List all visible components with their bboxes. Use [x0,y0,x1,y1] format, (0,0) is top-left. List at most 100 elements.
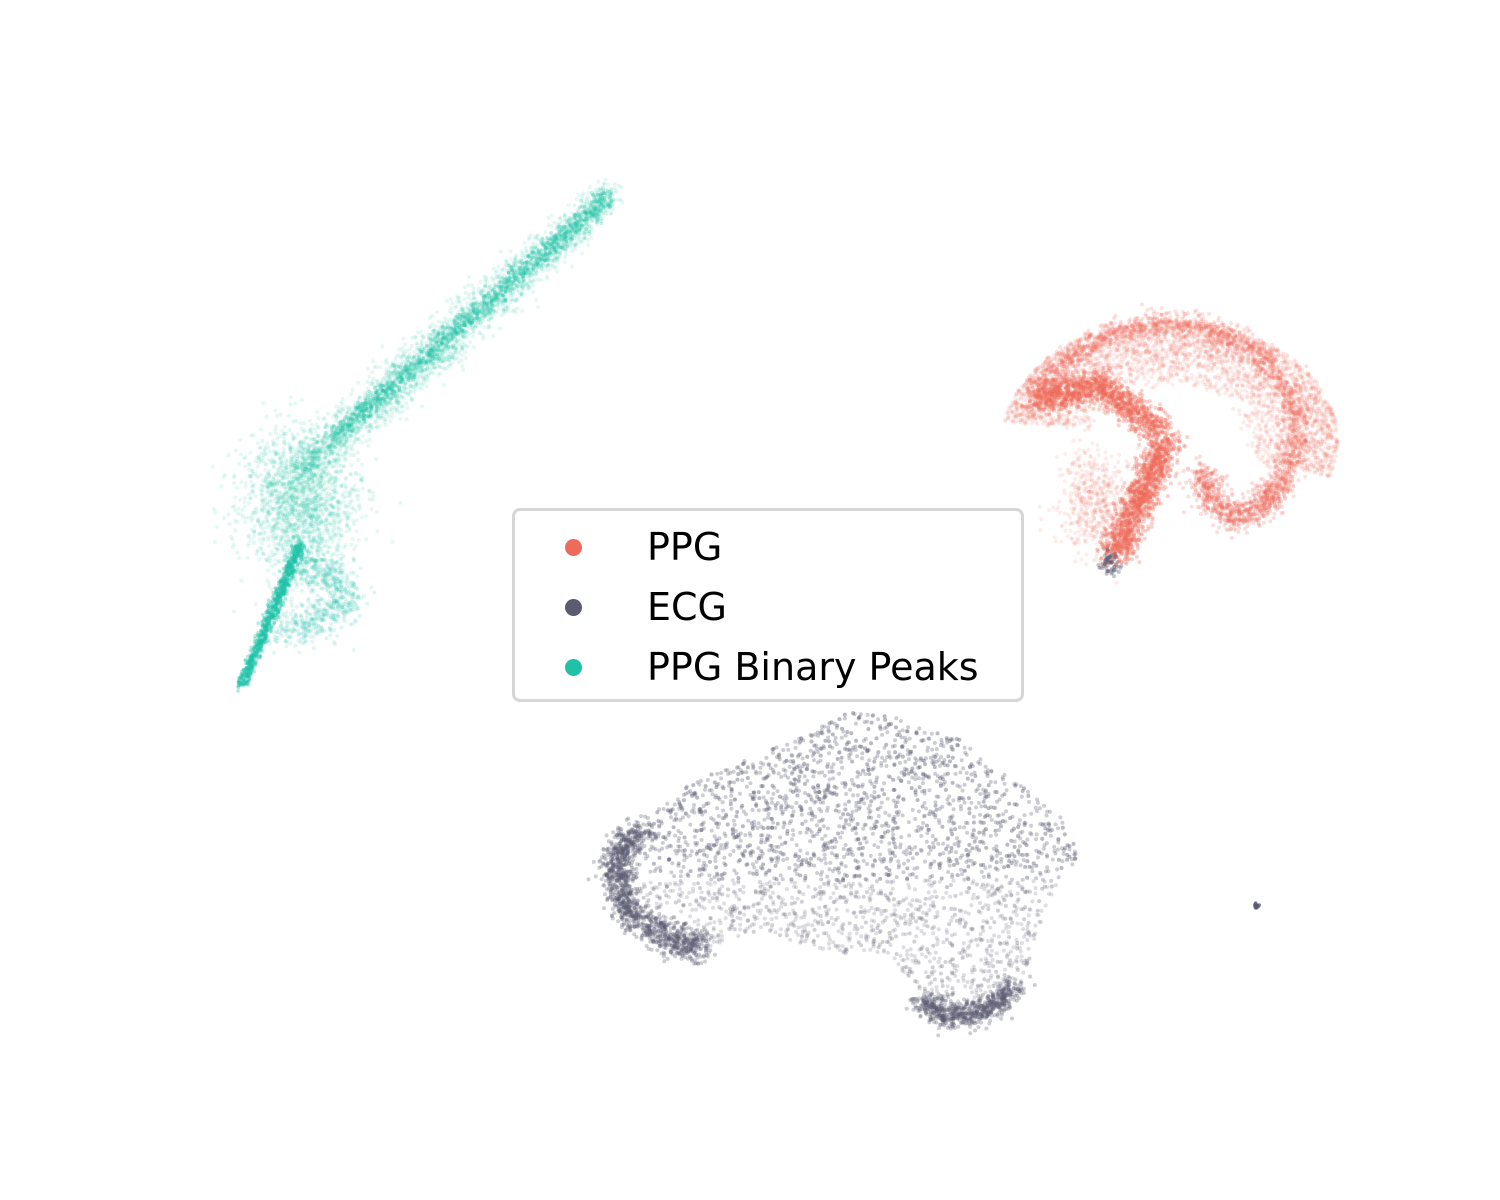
ppg-binary-peaks-point [371,359,376,364]
ppg-binary-peaks-point [468,311,473,315]
ppg-binary-peaks-point [513,257,517,261]
ppg-binary-peaks-point [471,329,476,333]
ppg-binary-peaks-point [432,344,436,349]
ppg-binary-peaks-point [307,462,311,467]
ppg-binary-peaks-point [259,541,264,546]
ppg-binary-peaks-point [488,311,493,315]
ppg-binary-peaks-point [388,383,393,388]
ppg-binary-peaks-point [373,385,377,390]
ppg-binary-peaks-point [302,535,307,540]
ppg-binary-peaks-point [483,314,488,319]
ppg-binary-peaks-point [308,453,313,458]
ppg-binary-peaks-point [238,498,243,502]
ppg-binary-peaks-point [549,246,554,251]
ppg-binary-peaks-point [237,556,242,560]
ppg-binary-peaks-point [532,273,537,278]
ppg-binary-peaks-point [453,318,457,323]
ppg-binary-peaks-point [232,609,236,614]
ppg-binary-peaks-point [271,534,276,539]
ppg-binary-peaks-point [494,284,498,289]
ppg-binary-peaks-point [489,305,493,309]
ppg-binary-peaks-point [344,440,349,444]
ppg-binary-peaks-point [482,284,487,289]
ppg-binary-peaks-point [549,237,553,242]
ppg-binary-peaks-point [333,436,338,441]
ppg-binary-peaks-point [349,542,354,547]
ppg-binary-peaks-point [532,245,537,250]
ppg-binary-peaks-point [274,414,279,419]
ppg-binary-peaks-point [514,296,519,301]
ppg-binary-peaks-point [362,418,367,423]
ppg-binary-peaks-point [452,321,457,326]
ppg-binary-peaks-point [527,237,531,242]
ppg-binary-peaks-point [431,371,436,376]
ppg-binary-peaks-point [424,343,429,348]
ppg-binary-peaks-point [330,529,335,534]
ppg-binary-peaks-point [507,271,511,275]
ppg-binary-peaks-point [451,345,455,350]
ppg-binary-peaks-point [565,244,569,249]
ppg-binary-peaks-point [598,196,602,201]
ppg-binary-peaks-point [559,225,564,230]
ppg-binary-peaks-point [330,430,335,435]
ppg-binary-peaks-point [521,271,526,276]
ppg-binary-peaks-point [307,454,311,459]
ppg-binary-peaks-point [480,318,485,323]
ppg-binary-peaks-point [295,432,300,437]
ppg-binary-peaks-point [584,210,589,215]
ppg-binary-peaks-point [212,507,216,512]
ppg-binary-peaks-point [460,329,464,334]
ppg-binary-peaks-point [467,292,472,297]
ppg-binary-peaks-point [374,457,379,462]
ppg-binary-peaks-point [375,398,380,403]
ppg-binary-peaks-point [409,343,414,348]
ppg-binary-peaks-point [595,211,600,216]
ppg-binary-peaks-point [558,254,563,259]
ppg-binary-peaks-point [425,332,430,337]
ppg-binary-peaks-point [365,416,370,421]
ppg-binary-peaks-point [532,255,537,260]
ppg-binary-peaks-point [288,402,293,407]
ppg-binary-peaks-point [508,249,513,254]
ppg-binary-peaks-point [368,409,373,414]
ppg-binary-peaks-point [389,407,394,412]
ppg-binary-peaks-point [595,213,599,218]
ppg-binary-peaks-point [505,294,510,299]
ppg-binary-peaks-point [396,400,400,404]
ppg-binary-peaks-point [377,411,382,416]
ppg-binary-peaks-point [536,252,540,257]
ppg-binary-peaks-point [572,221,577,226]
ppg-binary-peaks-point [546,257,550,262]
ppg-binary-peaks-point [409,370,414,375]
ppg-binary-peaks-point [364,514,369,518]
ppg-binary-peaks-point [541,239,546,244]
ppg-binary-peaks-point [449,325,453,330]
ppg-binary-peaks-point [316,416,321,421]
ppg-binary-peaks-point [275,442,279,447]
ppg-binary-peaks-point [534,298,539,302]
ppg-binary-peaks-point [349,420,354,425]
ppg-binary-peaks-point [568,221,572,226]
ppg-binary-peaks-point [393,357,398,362]
ppg-binary-peaks-point [364,404,369,409]
ppg-binary-peaks-point [506,278,510,283]
ppg-binary-peaks-point [419,404,424,409]
ppg-binary-peaks-point [499,313,504,318]
ppg-binary-peaks-point [557,237,562,241]
ppg-binary-peaks-point [379,398,383,402]
ppg-binary-peaks-point [446,355,451,359]
ppg-binary-peaks-point [408,384,413,389]
ppg-binary-peaks-point [353,408,357,413]
ppg-binary-peaks-point [407,352,412,357]
ppg-binary-peaks-point [523,269,528,274]
ppg-binary-peaks-point [400,409,405,414]
ppg-binary-peaks-point [584,227,589,231]
ppg-binary-peaks-point [454,304,459,309]
ppg-binary-peaks-point [461,335,466,340]
ppg-binary-peaks-point [369,506,374,511]
ppg-binary-peaks-point [387,383,392,388]
ppg-binary-peaks-point [257,537,262,542]
ppg-binary-peaks-point [259,427,264,432]
ppg-binary-peaks-point [281,446,286,451]
ppg-binary-peaks-point [523,271,528,276]
